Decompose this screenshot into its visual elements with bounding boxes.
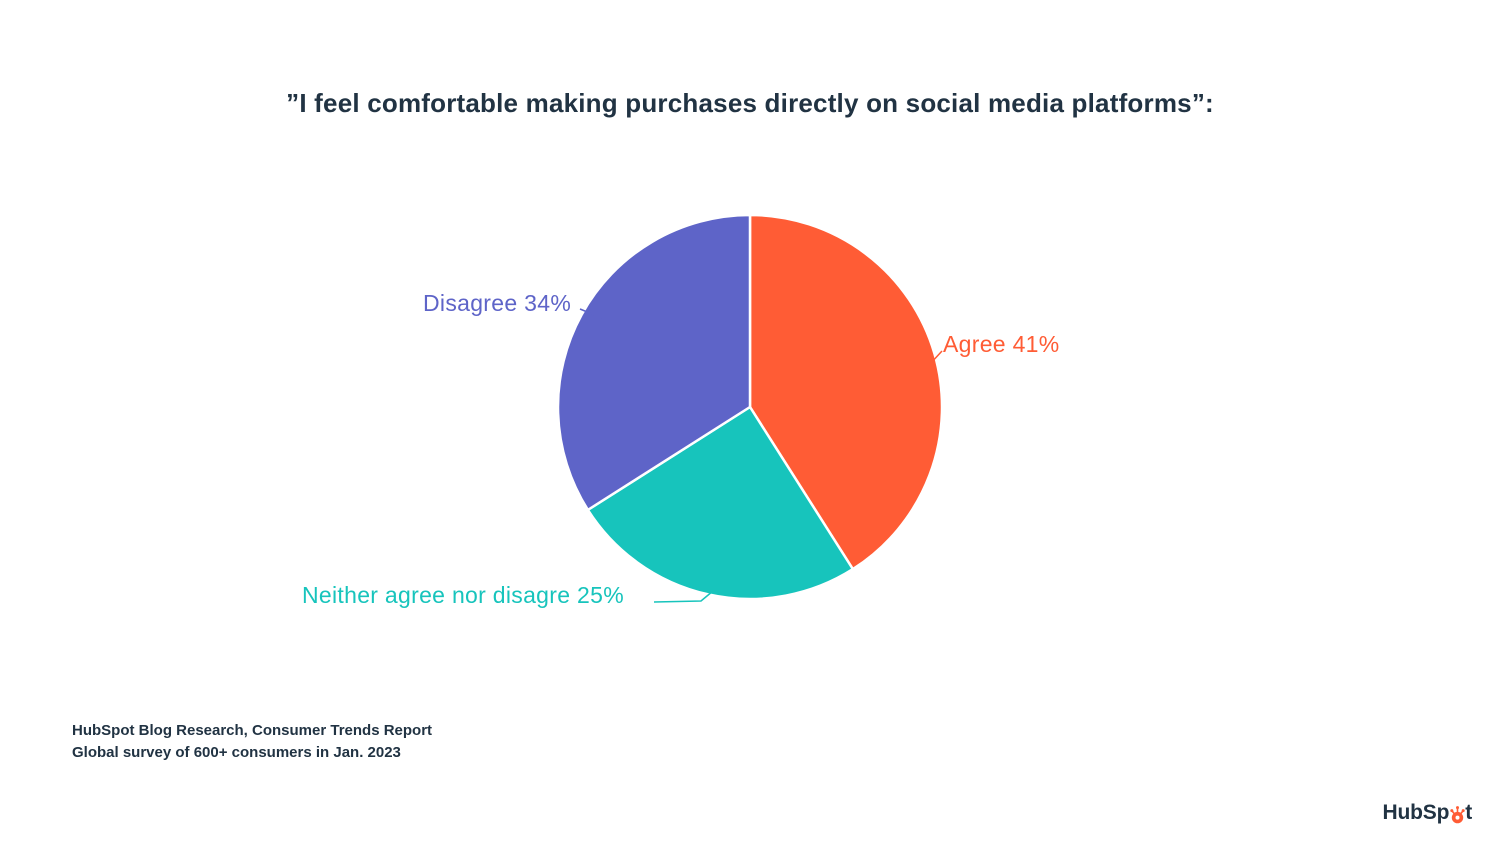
- hubspot-logo-text-pre: HubSp: [1382, 801, 1450, 824]
- slice-label-agree: Agree 41%: [943, 331, 1060, 357]
- slice-label-disagree: Disagree 34%: [423, 290, 572, 316]
- hubspot-sprocket-icon: [1450, 806, 1465, 824]
- leader-line-agree: [929, 350, 943, 365]
- source-note: HubSpot Blog Research, Consumer Trends R…: [72, 720, 432, 764]
- source-line-2: Global survey of 600+ consumers in Jan. …: [72, 744, 401, 761]
- leader-line-neither: [653, 590, 714, 603]
- leader-line-disagree: [579, 308, 603, 319]
- source-line-1: HubSpot Blog Research, Consumer Trends R…: [72, 722, 433, 739]
- hubspot-logo: HubSp t: [1382, 801, 1473, 825]
- pie-slice-disagree: [556, 213, 752, 512]
- slice-label-neither: Neither agree nor disagre 25%: [302, 582, 624, 608]
- page-title: ”I feel comfortable making purchases dir…: [286, 88, 1214, 118]
- hubspot-logo-text-post: t: [1465, 801, 1472, 824]
